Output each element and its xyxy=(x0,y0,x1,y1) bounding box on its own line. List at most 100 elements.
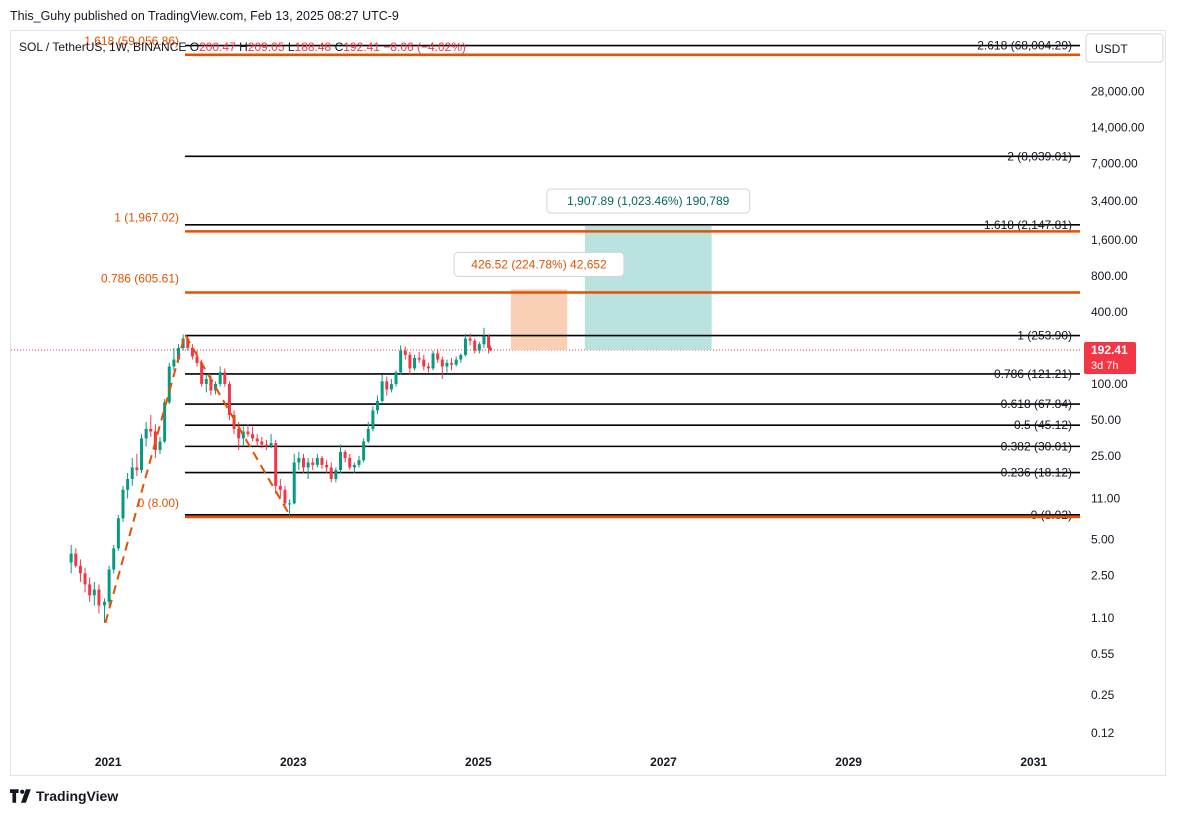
fib-level-label-4: 0.786 (121.21) xyxy=(994,367,1072,381)
fib-level-label-6: 0.5 (45.12) xyxy=(1014,418,1072,432)
candle-37 xyxy=(241,426,245,447)
target-label-box xyxy=(546,188,751,214)
candle-body xyxy=(366,428,370,442)
candle-13 xyxy=(130,457,134,486)
target-label-box xyxy=(453,251,625,277)
y-tick-label-7: 400.00 xyxy=(1091,305,1128,319)
candle-body xyxy=(488,347,492,350)
candle-body xyxy=(74,553,78,566)
candle-body xyxy=(413,357,417,369)
candle-body xyxy=(186,338,190,348)
candle-3 xyxy=(83,567,87,593)
candle-45 xyxy=(278,479,282,499)
candle-body xyxy=(380,381,384,401)
candle-33 xyxy=(223,368,227,387)
y-tick-label-14: 1.10 xyxy=(1091,611,1115,625)
candle-body xyxy=(301,457,305,468)
candle-79 xyxy=(436,349,440,363)
y-tick-label-15: 0.55 xyxy=(1091,647,1115,661)
candle-21 xyxy=(167,362,171,404)
candle-body xyxy=(140,438,144,471)
candle-body xyxy=(209,378,213,391)
candle-10 xyxy=(116,514,120,551)
tradingview-footer[interactable]: TradingView xyxy=(10,788,118,804)
candle-body xyxy=(292,462,296,504)
candle-body xyxy=(260,441,264,445)
candle-35 xyxy=(232,410,236,435)
candle-body xyxy=(264,444,268,447)
candle-20 xyxy=(163,398,167,444)
y-tick-label-10: 25.00 xyxy=(1091,449,1121,463)
candle-body xyxy=(167,366,171,403)
candle-body xyxy=(237,428,241,439)
candle-29 xyxy=(204,374,208,393)
candle-2 xyxy=(78,559,82,582)
candle-69 xyxy=(389,378,393,393)
candle-body xyxy=(283,489,287,504)
footer-brand: TradingView xyxy=(36,788,119,804)
candle-body xyxy=(329,467,333,480)
candle-4 xyxy=(88,577,92,602)
currency-box xyxy=(1085,33,1164,63)
candle-body xyxy=(450,362,454,365)
fibonacci-levels: 2.618 (68,004.29) 2 (8,039.01) 1.618 (2,14… xyxy=(84,34,1080,522)
candle-52 xyxy=(311,457,315,471)
candle-body xyxy=(399,350,403,373)
candle-body xyxy=(69,553,73,563)
candle-body xyxy=(112,548,116,570)
fib-level-label-7: 0.382 (30.01) xyxy=(1001,439,1072,453)
candle-body xyxy=(78,565,82,574)
candle-53 xyxy=(315,453,319,468)
fib-orange-label-2: 0.786 (605.61) xyxy=(101,271,179,285)
candle-body xyxy=(440,359,444,367)
candle-body xyxy=(195,356,199,363)
x-tick-label-2: 2025 xyxy=(465,755,492,769)
candle-78 xyxy=(431,350,435,371)
candle-77 xyxy=(426,362,430,373)
candle-body xyxy=(135,467,139,471)
candle-body xyxy=(454,359,458,365)
candle-11 xyxy=(121,485,125,522)
candle-body xyxy=(107,569,111,602)
candle-57 xyxy=(334,467,338,483)
y-tick-label-11: 11.00 xyxy=(1091,491,1120,505)
y-tick-label-5: 1,600.00 xyxy=(1091,233,1138,247)
candle-82 xyxy=(450,357,454,371)
candle-body xyxy=(288,503,292,505)
candle-46 xyxy=(283,485,287,507)
candle-0 xyxy=(69,544,73,574)
candle-body xyxy=(278,485,282,490)
candle-body xyxy=(445,362,449,367)
fib-level-label-3: 1 (253.90) xyxy=(1017,329,1072,343)
candle-26 xyxy=(190,344,194,360)
candle-64 xyxy=(366,422,370,444)
candle-body xyxy=(473,340,477,351)
candle-body xyxy=(177,347,181,360)
target-box-2 xyxy=(584,225,712,350)
candle-15 xyxy=(140,434,144,473)
candle-1 xyxy=(74,548,78,568)
candle-body xyxy=(482,336,486,345)
candle-body xyxy=(232,414,236,429)
candle-34 xyxy=(227,381,231,420)
candle-85 xyxy=(463,333,467,357)
candle-40 xyxy=(255,434,259,447)
candle-71 xyxy=(399,345,403,375)
candle-27 xyxy=(195,350,199,367)
candle-body xyxy=(172,359,176,367)
candle-body xyxy=(92,589,96,596)
fib-level-label-1: 2 (8,039.01) xyxy=(1007,149,1072,163)
y-tick-label-3: 7,000.00 xyxy=(1091,157,1138,171)
candle-8 xyxy=(107,565,111,606)
y-tick-label-6: 800.00 xyxy=(1091,269,1128,283)
candle-body xyxy=(385,381,389,390)
candle-60 xyxy=(348,453,352,471)
target-label-2: 1,907.89 (1,023.46%) 190,789 xyxy=(546,188,751,214)
symbol-header: SOL / TetherUS, 1W, BINANCE O200.47 H209… xyxy=(19,40,466,54)
y-tick-label-12: 5.00 xyxy=(1091,532,1115,546)
y-tick-label-17: 0.12 xyxy=(1091,726,1115,740)
price-axis: 56,000.0028,000.0014,000.007,000.003,400… xyxy=(1084,33,1164,740)
candle-body xyxy=(459,354,463,360)
candle-73 xyxy=(408,352,412,375)
